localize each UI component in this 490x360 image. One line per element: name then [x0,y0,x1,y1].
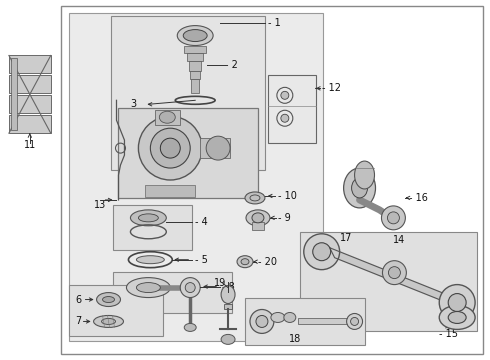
Bar [200,138,230,158]
Ellipse shape [284,312,296,323]
Bar [224,303,232,309]
Text: - 1: - 1 [268,18,281,28]
Bar [298,319,349,324]
Ellipse shape [388,212,399,224]
Bar [245,298,365,345]
Ellipse shape [389,267,400,279]
Text: 13: 13 [95,200,107,210]
Text: - 12: - 12 [322,84,341,93]
Bar [113,205,192,250]
Ellipse shape [159,111,175,123]
Ellipse shape [160,138,180,158]
Ellipse shape [206,136,230,160]
Bar [146,185,195,197]
Ellipse shape [101,319,116,324]
Ellipse shape [343,168,375,208]
Bar [69,13,323,341]
Ellipse shape [221,285,235,303]
Ellipse shape [136,256,164,264]
Ellipse shape [250,310,274,333]
Bar [190,71,200,80]
Bar [300,232,477,332]
Ellipse shape [355,161,374,189]
Ellipse shape [256,315,268,328]
Ellipse shape [184,323,196,332]
Ellipse shape [439,285,475,320]
Bar [111,15,265,170]
Ellipse shape [177,26,213,45]
Text: 7: 7 [75,316,82,327]
Bar [69,285,163,336]
Bar [113,272,232,314]
Text: 18: 18 [289,334,301,345]
Ellipse shape [246,210,270,226]
Ellipse shape [180,278,200,298]
Ellipse shape [313,243,331,261]
Text: 17: 17 [340,233,352,243]
Ellipse shape [281,91,289,99]
Ellipse shape [245,192,265,204]
Bar [252,222,264,230]
Text: 19: 19 [214,278,226,288]
Text: - 10: - 10 [278,191,297,201]
Ellipse shape [304,234,340,270]
Bar [9,115,51,133]
Bar [9,55,51,73]
Ellipse shape [94,315,123,328]
Bar [189,62,201,71]
Ellipse shape [252,213,264,223]
Ellipse shape [237,256,253,268]
Text: - 4: - 4 [195,217,208,227]
Ellipse shape [352,178,368,198]
Ellipse shape [448,293,466,311]
Text: 14: 14 [393,235,406,245]
Text: 11: 11 [24,140,36,150]
Ellipse shape [138,116,202,180]
Text: - 15: - 15 [439,329,458,339]
Ellipse shape [350,318,359,325]
Ellipse shape [126,278,171,298]
Text: - 2: - 2 [225,60,238,71]
Bar [187,54,203,62]
Ellipse shape [383,261,406,285]
Text: - 5: - 5 [195,255,208,265]
Ellipse shape [346,314,363,329]
Polygon shape [330,248,459,307]
Ellipse shape [130,210,166,226]
Bar [155,110,180,125]
Ellipse shape [138,214,158,222]
Ellipse shape [439,306,475,329]
Bar [268,75,316,143]
Text: 3: 3 [130,99,137,109]
Ellipse shape [221,334,235,345]
Text: - 8: - 8 [222,282,235,292]
Bar [119,108,258,198]
Ellipse shape [185,283,195,293]
Ellipse shape [271,312,285,323]
Ellipse shape [448,311,466,323]
Ellipse shape [136,283,160,293]
Ellipse shape [183,30,207,41]
Bar [11,58,17,130]
Ellipse shape [150,128,190,168]
Text: - 9: - 9 [278,213,291,223]
Ellipse shape [102,297,115,302]
Text: 6: 6 [75,294,82,305]
Bar [9,75,51,93]
Text: - 16: - 16 [409,193,428,203]
Bar [61,6,483,354]
Ellipse shape [281,114,289,122]
Ellipse shape [382,206,405,230]
Bar [191,80,199,93]
Bar [9,95,51,113]
Ellipse shape [241,259,249,265]
Text: - 20: - 20 [258,257,277,267]
Bar [184,45,206,54]
Ellipse shape [97,293,121,306]
